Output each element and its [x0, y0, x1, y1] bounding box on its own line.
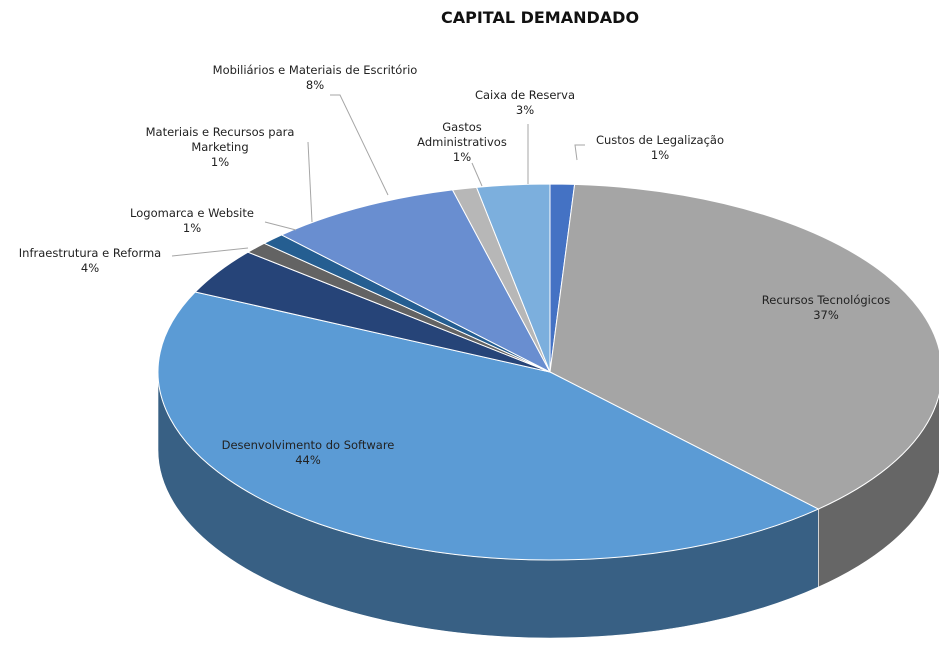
chart-title: CAPITAL DEMANDADO [440, 8, 640, 27]
slice-name: Custos de Legalização [595, 133, 725, 147]
slice-name: Mobiliários e Materiais de Escritório [212, 63, 418, 77]
slice-name: Logomarca e Website [130, 206, 254, 220]
slice-name: Gastos Administrativos [417, 120, 507, 149]
slice-name: Materiais e Recursos para Marketing [145, 125, 295, 154]
slice-name: Recursos Tecnológicos [761, 293, 891, 307]
pie-slice [157, 291, 820, 561]
slice-value: 8% [305, 78, 325, 92]
slice-value: 37% [813, 308, 839, 322]
leader-line [307, 141, 313, 223]
slice-value: 1% [452, 150, 472, 164]
data-label: Caixa de Reserva 3% [455, 88, 595, 118]
slice-value: 1% [650, 148, 670, 162]
pie-slice [549, 183, 939, 510]
slice-name: Caixa de Reserva [474, 88, 575, 102]
slice-value: 4% [80, 261, 100, 275]
leader-line [171, 247, 249, 257]
data-label: Materiais e Recursos para Marketing 1% [130, 125, 310, 170]
leader-line [330, 94, 389, 196]
slice-value: 3% [515, 103, 535, 117]
slice-value: 1% [182, 221, 202, 235]
pie-slice [475, 183, 551, 373]
data-label: Custos de Legalização 1% [560, 133, 760, 163]
data-label: Infraestrutura e Reforma 4% [0, 246, 190, 276]
leader-line [471, 162, 483, 187]
data-label: Gastos Administrativos 1% [412, 120, 512, 165]
data-label: Mobiliários e Materiais de Escritório 8% [185, 63, 445, 93]
slice-value: 1% [210, 155, 230, 169]
slice-value: 44% [295, 453, 321, 467]
leader-line [574, 144, 585, 161]
leader-line [264, 221, 297, 231]
slice-name: Desenvolvimento do Software [221, 438, 395, 452]
data-label: Desenvolvimento do Software 44% [198, 438, 418, 468]
pie-slice [280, 189, 552, 374]
data-label: Recursos Tecnológicos 37% [726, 293, 926, 323]
slice-name: Infraestrutura e Reforma [18, 246, 162, 260]
data-label: Logomarca e Website 1% [92, 206, 292, 236]
